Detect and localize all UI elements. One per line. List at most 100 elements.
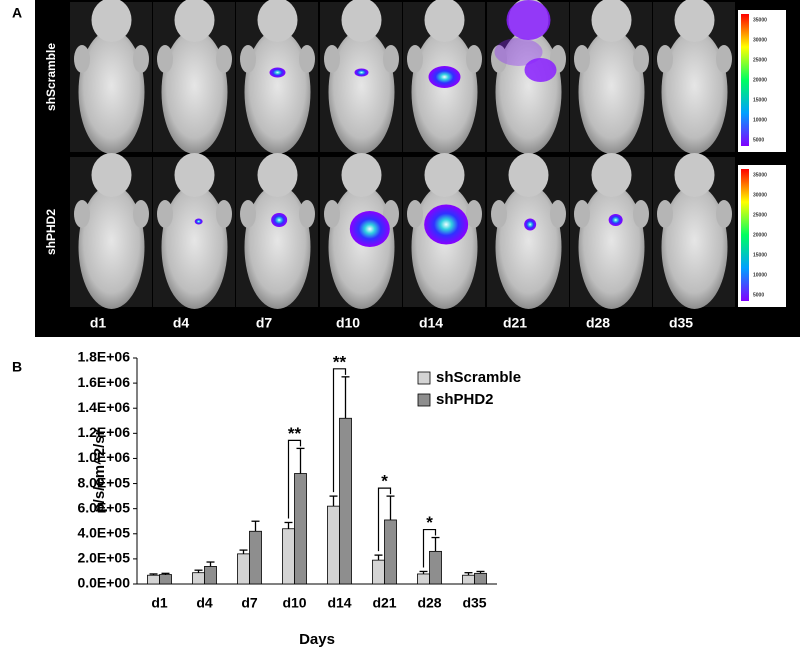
y-tick-label: 6.0E+05	[77, 499, 130, 515]
bar	[204, 566, 217, 585]
mouse-body	[661, 185, 728, 309]
mouse-head	[257, 153, 298, 197]
y-tick-label: 0.0E+00	[77, 575, 130, 591]
significance-label: *	[426, 513, 433, 532]
mouse-limb	[633, 200, 649, 228]
bar	[462, 574, 475, 585]
colorbar	[741, 14, 749, 146]
mouse-body	[161, 30, 228, 154]
bar	[384, 519, 397, 585]
bar	[147, 574, 160, 585]
mouse-body	[578, 30, 645, 154]
mouse-head	[591, 0, 632, 42]
bar	[372, 559, 385, 585]
mouse-limb	[550, 200, 566, 228]
significance-bracket	[287, 439, 302, 519]
y-tick-label: 1.8E+06	[77, 349, 130, 365]
significance-label: **	[288, 424, 302, 443]
day-label: d1	[90, 315, 107, 331]
mouse-body	[411, 30, 478, 154]
mouse-limb	[157, 200, 173, 228]
colorbar-tick-label: 5000	[753, 292, 764, 298]
mouse-limb	[299, 45, 315, 73]
signal	[608, 214, 623, 226]
mouse-limb	[74, 200, 90, 228]
mouse-head	[341, 153, 382, 197]
signal	[428, 66, 461, 88]
mouse-limb	[716, 200, 732, 228]
legend-label: shPHD2	[436, 391, 494, 408]
x-tick-label: d28	[417, 595, 441, 611]
colorbar-tick-label: 35000	[753, 172, 767, 178]
mouse-head	[91, 153, 132, 197]
mouse-body	[78, 185, 145, 309]
bar	[237, 553, 250, 585]
mouse-limb	[491, 200, 507, 228]
mouse-head	[174, 0, 215, 42]
mouse-limb	[299, 200, 315, 228]
day-label: d28	[586, 315, 610, 331]
significance-label: **	[333, 352, 347, 371]
y-tick-label: 8.0E+05	[77, 474, 130, 490]
mouse-limb	[133, 200, 149, 228]
day-label: d35	[669, 315, 693, 331]
mouse-limb	[240, 200, 256, 228]
mouse-limb	[240, 45, 256, 73]
row-label: shPHD2	[44, 209, 58, 255]
mouse-head	[674, 0, 715, 42]
mouse-body	[328, 185, 395, 309]
mouse-head	[508, 153, 549, 197]
mouse-head	[424, 153, 465, 197]
mouse-limb	[133, 45, 149, 73]
mouse-limb	[574, 200, 590, 228]
mouse-body	[495, 185, 562, 309]
colorbar-tick-label: 10000	[753, 117, 767, 123]
mouse-body	[244, 30, 311, 154]
mouse-head	[257, 0, 298, 42]
mouse-limb	[324, 45, 340, 73]
mouse-limb	[657, 45, 673, 73]
mouse-head	[674, 153, 715, 197]
mouse-head	[174, 153, 215, 197]
mouse-body	[411, 185, 478, 309]
colorbar-tick-label: 20000	[753, 232, 767, 238]
x-axis-label: Days	[299, 631, 335, 648]
legend-swatch	[417, 371, 431, 385]
mouse-limb	[157, 45, 173, 73]
bar	[294, 473, 307, 585]
day-label: d14	[419, 315, 443, 331]
mouse-body	[328, 30, 395, 154]
significance-bracket	[422, 528, 437, 568]
mouse-head	[91, 0, 132, 42]
mouse-limb	[407, 45, 423, 73]
y-tick-label: 2.0E+05	[77, 550, 130, 566]
signal	[506, 0, 551, 40]
signal	[269, 67, 286, 78]
mouse-body	[161, 185, 228, 309]
mouse-limb	[657, 200, 673, 228]
mouse-limb	[716, 45, 732, 73]
bar	[327, 505, 340, 585]
day-label: d4	[173, 315, 190, 331]
colorbar-tick-label: 30000	[753, 37, 767, 43]
colorbar-tick-label: 25000	[753, 57, 767, 63]
colorbar-tick-label: 20000	[753, 77, 767, 83]
mouse-body	[661, 30, 728, 154]
signal	[524, 58, 557, 82]
x-tick-label: d10	[282, 595, 306, 611]
x-tick-label: d35	[462, 595, 486, 611]
y-tick-label: 1.4E+06	[77, 399, 130, 415]
mouse-limb	[491, 45, 507, 73]
y-tick-label: 4.0E+05	[77, 524, 130, 540]
colorbar-tick-label: 5000	[753, 137, 764, 143]
significance-bracket	[332, 368, 347, 493]
legend-label: shScramble	[436, 369, 521, 386]
colorbar-tick-label: 15000	[753, 252, 767, 258]
row-label: shScramble	[44, 43, 58, 111]
legend-swatch	[417, 393, 431, 407]
mouse-limb	[216, 45, 232, 73]
mouse-body	[578, 185, 645, 309]
bar	[192, 572, 205, 585]
